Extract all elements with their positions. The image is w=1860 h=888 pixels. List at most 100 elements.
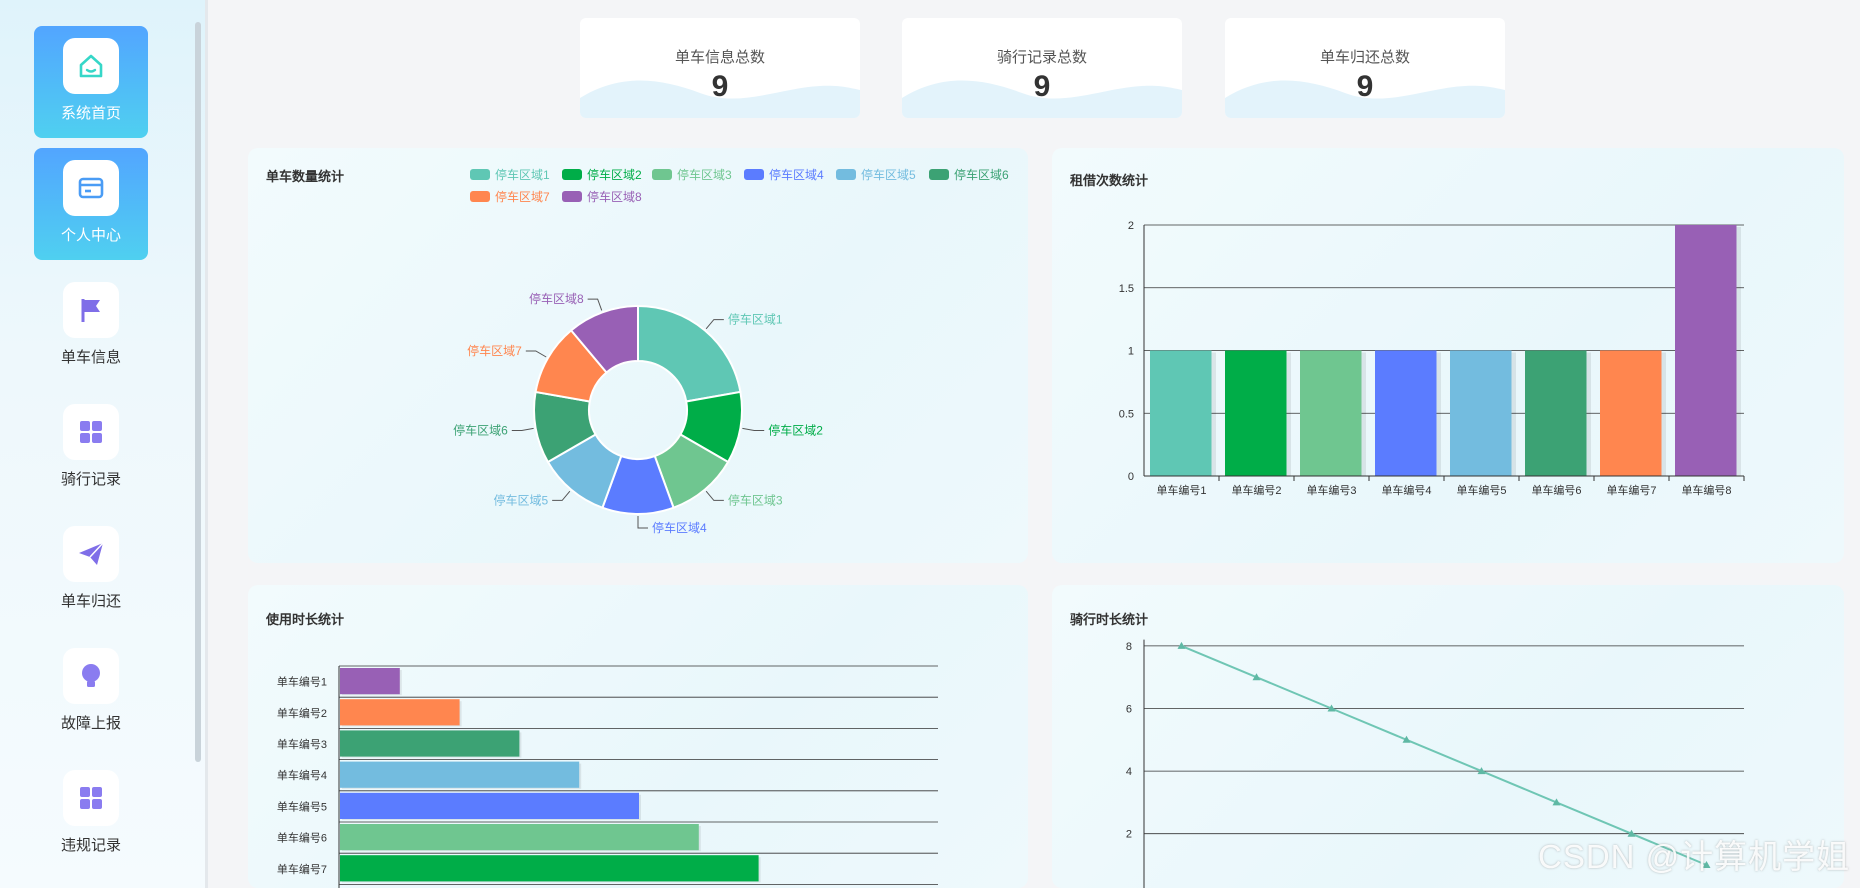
sidebar-item-5[interactable]: 故障上报 bbox=[34, 636, 148, 748]
legend-label: 停车区域6 bbox=[954, 168, 1009, 182]
paper-plane-icon bbox=[63, 526, 119, 582]
y-tick-label: 4 bbox=[1126, 766, 1132, 778]
y-tick-label: 0 bbox=[1128, 471, 1134, 483]
slice-label: 停车区域5 bbox=[493, 492, 548, 507]
data-point bbox=[1327, 704, 1336, 712]
leader-line bbox=[552, 490, 571, 501]
y-tick-label: 单车编号1 bbox=[277, 675, 327, 689]
data-point bbox=[1177, 641, 1186, 649]
bar bbox=[1450, 350, 1512, 476]
bar bbox=[1150, 350, 1212, 476]
legend-swatch bbox=[562, 169, 582, 180]
card-icon bbox=[63, 160, 119, 216]
stat-value: 9 bbox=[711, 70, 729, 103]
sidebar-item-label: 违规记录 bbox=[60, 837, 121, 854]
donut-slice bbox=[569, 304, 639, 374]
bar bbox=[340, 730, 520, 757]
y-tick-label: 单车编号2 bbox=[277, 706, 327, 720]
sidebar-item-2[interactable]: 单车信息 bbox=[34, 270, 148, 382]
data-point bbox=[1552, 798, 1561, 806]
sidebar-item-label: 故障上报 bbox=[60, 715, 121, 732]
slice-label: 停车区域6 bbox=[453, 422, 508, 437]
y-tick-label: 2 bbox=[1128, 220, 1134, 232]
stat-label: 骑行记录总数 bbox=[996, 49, 1087, 66]
leader-line bbox=[705, 319, 724, 330]
sidebar-item-3[interactable]: 骑行记录 bbox=[34, 392, 148, 504]
stat-value: 9 bbox=[1356, 70, 1374, 103]
leader-line bbox=[525, 350, 547, 358]
bar bbox=[1525, 350, 1587, 476]
stat-card-bike-returns: 单车归还总数 9 bbox=[1225, 18, 1505, 118]
x-tick-label: 单车编号7 bbox=[1606, 483, 1656, 497]
y-tick-label: 8 bbox=[1126, 641, 1132, 653]
bar bbox=[340, 792, 639, 819]
sidebar-scrollbar[interactable] bbox=[195, 22, 201, 762]
sidebar-item-6[interactable]: 违规记录 bbox=[34, 758, 148, 870]
legend-swatch bbox=[836, 169, 856, 180]
slice-label: 停车区域1 bbox=[728, 312, 783, 327]
legend-swatch bbox=[470, 191, 490, 202]
bulb-icon bbox=[63, 648, 119, 704]
sidebar-item-4[interactable]: 单车归还 bbox=[34, 514, 148, 626]
bar bbox=[1675, 225, 1737, 476]
grid-icon bbox=[63, 404, 119, 460]
sidebar-divider bbox=[205, 0, 208, 888]
sidebar-item-0[interactable]: 系统首页 bbox=[34, 26, 148, 138]
legend-swatch bbox=[652, 169, 672, 180]
legend-swatch bbox=[929, 169, 949, 180]
leader-line bbox=[742, 427, 765, 431]
stat-label: 单车归还总数 bbox=[1319, 49, 1410, 66]
legend-item[interactable]: 停车区域6 bbox=[929, 166, 1009, 183]
y-tick-label: 单车编号5 bbox=[277, 799, 327, 813]
x-tick-label: 单车编号4 bbox=[1381, 483, 1431, 497]
legend-item[interactable]: 停车区域7 bbox=[470, 188, 550, 205]
panel-usage-duration: 使用时长统计 单车编号1 单车编号2 单车编号3 单车编号4 单车编号5 单车编号6 单车编… bbox=[248, 585, 1028, 888]
sidebar-item-label: 个人中心 bbox=[60, 227, 121, 244]
leader-line bbox=[705, 490, 724, 501]
watermark: CSDN @计算机学姐 bbox=[1538, 838, 1851, 875]
sidebar: 系统首页个人中心单车信息骑行记录单车归还故障上报违规记录 bbox=[0, 0, 205, 888]
slice-label: 停车区域7 bbox=[467, 343, 522, 358]
bar bbox=[340, 668, 400, 695]
data-point bbox=[1627, 829, 1636, 837]
data-point bbox=[1252, 673, 1261, 681]
y-tick-label: 单车编号3 bbox=[277, 737, 327, 751]
y-tick-label: 单车编号6 bbox=[277, 831, 327, 845]
legend-label: 停车区域7 bbox=[495, 190, 550, 204]
panel-title: 单车数量统计 bbox=[266, 169, 345, 184]
legend-label: 停车区域3 bbox=[677, 168, 732, 182]
legend-swatch bbox=[470, 169, 490, 180]
x-tick-label: 单车编号8 bbox=[1681, 483, 1731, 497]
donut-slice bbox=[637, 304, 742, 403]
legend-swatch bbox=[562, 191, 582, 202]
donut-chart: 停车区域1 停车区域2 停车区域3 停车区域4 停车区域5 停车区域6 停车区域7 停车区域8 bbox=[453, 291, 823, 535]
slice-label: 停车区域2 bbox=[768, 422, 823, 437]
legend-item[interactable]: 停车区域8 bbox=[562, 188, 642, 205]
legend-item[interactable]: 停车区域2 bbox=[562, 166, 642, 183]
sidebar-item-1[interactable]: 个人中心 bbox=[34, 148, 148, 260]
y-tick-label: 单车编号7 bbox=[277, 862, 327, 876]
panel-title: 租借次数统计 bbox=[1070, 173, 1149, 188]
stat-label: 单车信息总数 bbox=[674, 49, 765, 66]
legend-label: 停车区域5 bbox=[861, 168, 916, 182]
leader-line bbox=[587, 298, 603, 311]
bar bbox=[1225, 350, 1287, 476]
line-chart: 2 4 6 8 bbox=[1126, 639, 1744, 888]
legend-item[interactable]: 停车区域4 bbox=[744, 166, 824, 183]
x-tick-label: 单车编号3 bbox=[1306, 483, 1356, 497]
sidebar-item-label: 骑行记录 bbox=[60, 471, 121, 488]
stat-card-ride-records: 骑行记录总数 9 bbox=[902, 18, 1182, 118]
stat-value: 9 bbox=[1033, 70, 1051, 103]
flag-icon bbox=[63, 282, 119, 338]
leader-line bbox=[637, 516, 648, 529]
legend-item[interactable]: 停车区域5 bbox=[836, 166, 916, 183]
leader-line bbox=[511, 427, 534, 431]
series-line bbox=[1181, 644, 1707, 866]
data-point bbox=[1477, 767, 1486, 775]
x-tick-label: 单车编号6 bbox=[1531, 483, 1581, 497]
legend-item[interactable]: 停车区域3 bbox=[652, 166, 732, 183]
panel-title: 骑行时长统计 bbox=[1070, 612, 1149, 627]
slice-label: 停车区域4 bbox=[652, 520, 707, 535]
bar bbox=[1375, 350, 1437, 476]
legend-item[interactable]: 停车区域1 bbox=[470, 166, 550, 183]
